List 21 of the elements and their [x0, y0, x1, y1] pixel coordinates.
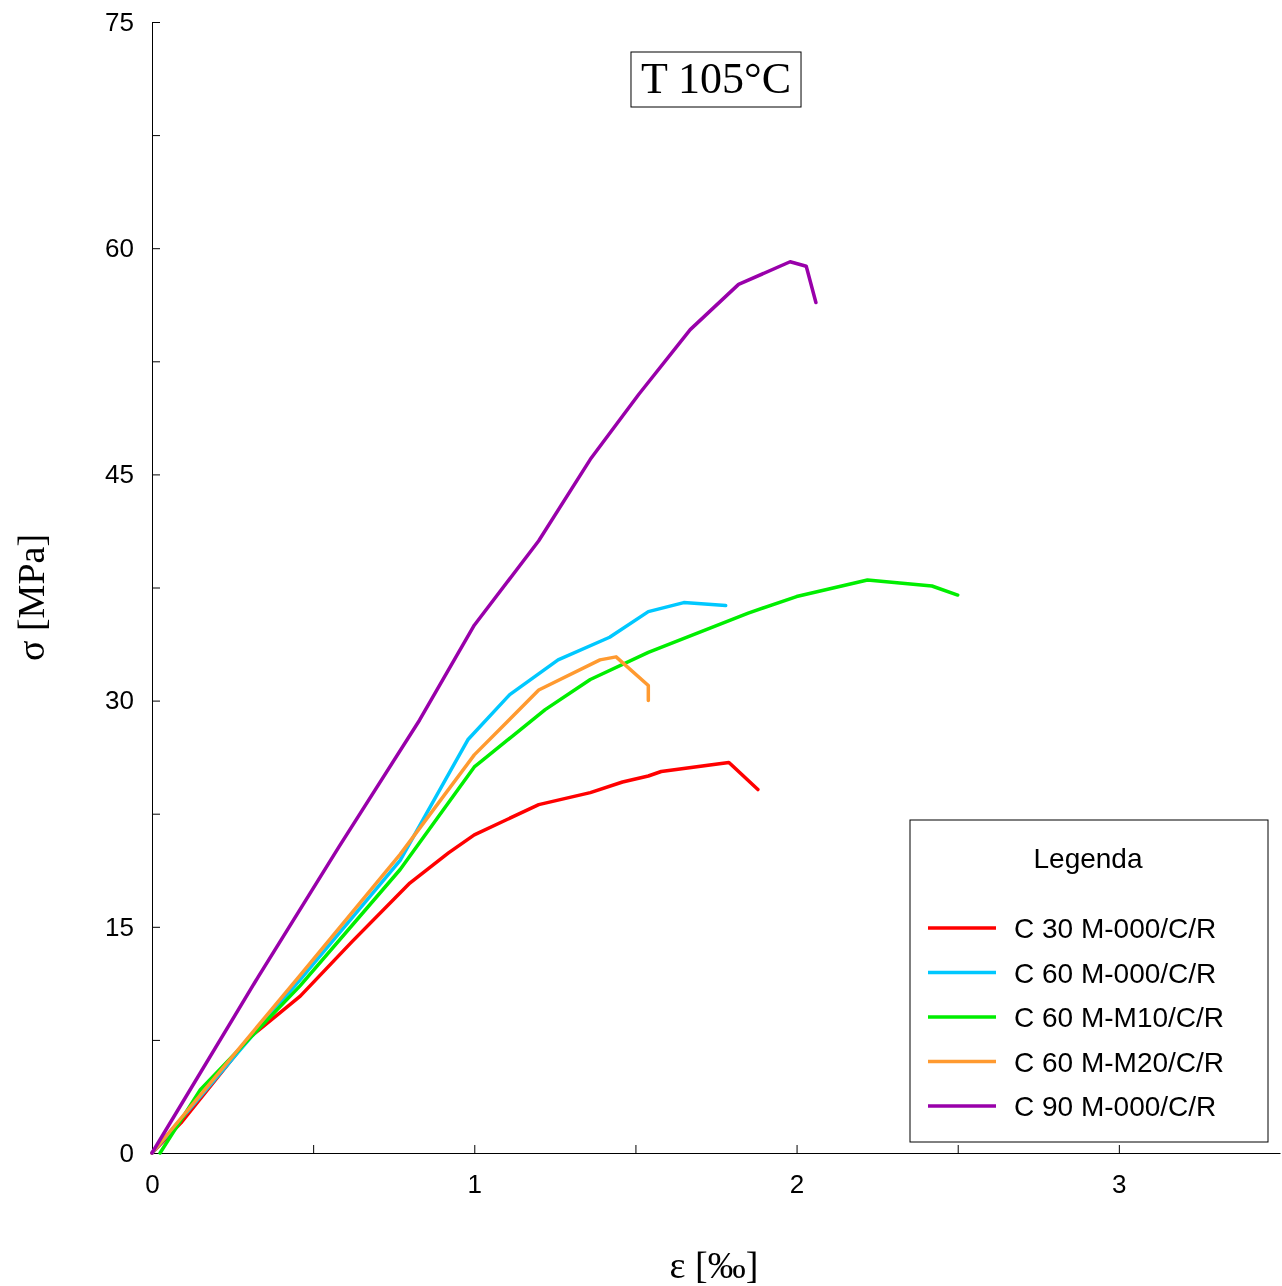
- legend-label: C 60 M-000/C/R: [1014, 957, 1217, 989]
- y-tick-label: 0: [119, 1137, 134, 1168]
- x-tick-label: 1: [467, 1169, 483, 1200]
- y-tick-label: 30: [105, 685, 134, 716]
- x-tick-label: 2: [789, 1169, 805, 1200]
- line-series: [150, 260, 818, 1155]
- y-axis-title: σ [MPa]: [10, 533, 52, 662]
- line-series: [158, 578, 960, 1155]
- y-tick-label: 45: [105, 459, 134, 490]
- x-tick-label: 0: [145, 1169, 160, 1200]
- y-tick-label: 75: [105, 6, 134, 37]
- y-tick-label: 15: [105, 911, 134, 942]
- y-tick-label: 60: [105, 233, 134, 264]
- legend-label: C 30 M-000/C/R: [1014, 913, 1217, 944]
- legend-label: C 60 M-M10/C/R: [1014, 1002, 1225, 1033]
- text: T 105°C: [640, 54, 792, 103]
- legend-title: Legenda: [1033, 843, 1143, 874]
- legend-label: C 60 M-M20/C/R: [1014, 1046, 1225, 1078]
- x-axis-title: ε [‰]: [669, 1244, 759, 1286]
- legend-label: C 90 M-000/C/R: [1014, 1091, 1217, 1122]
- x-tick-label: 3: [1112, 1169, 1127, 1200]
